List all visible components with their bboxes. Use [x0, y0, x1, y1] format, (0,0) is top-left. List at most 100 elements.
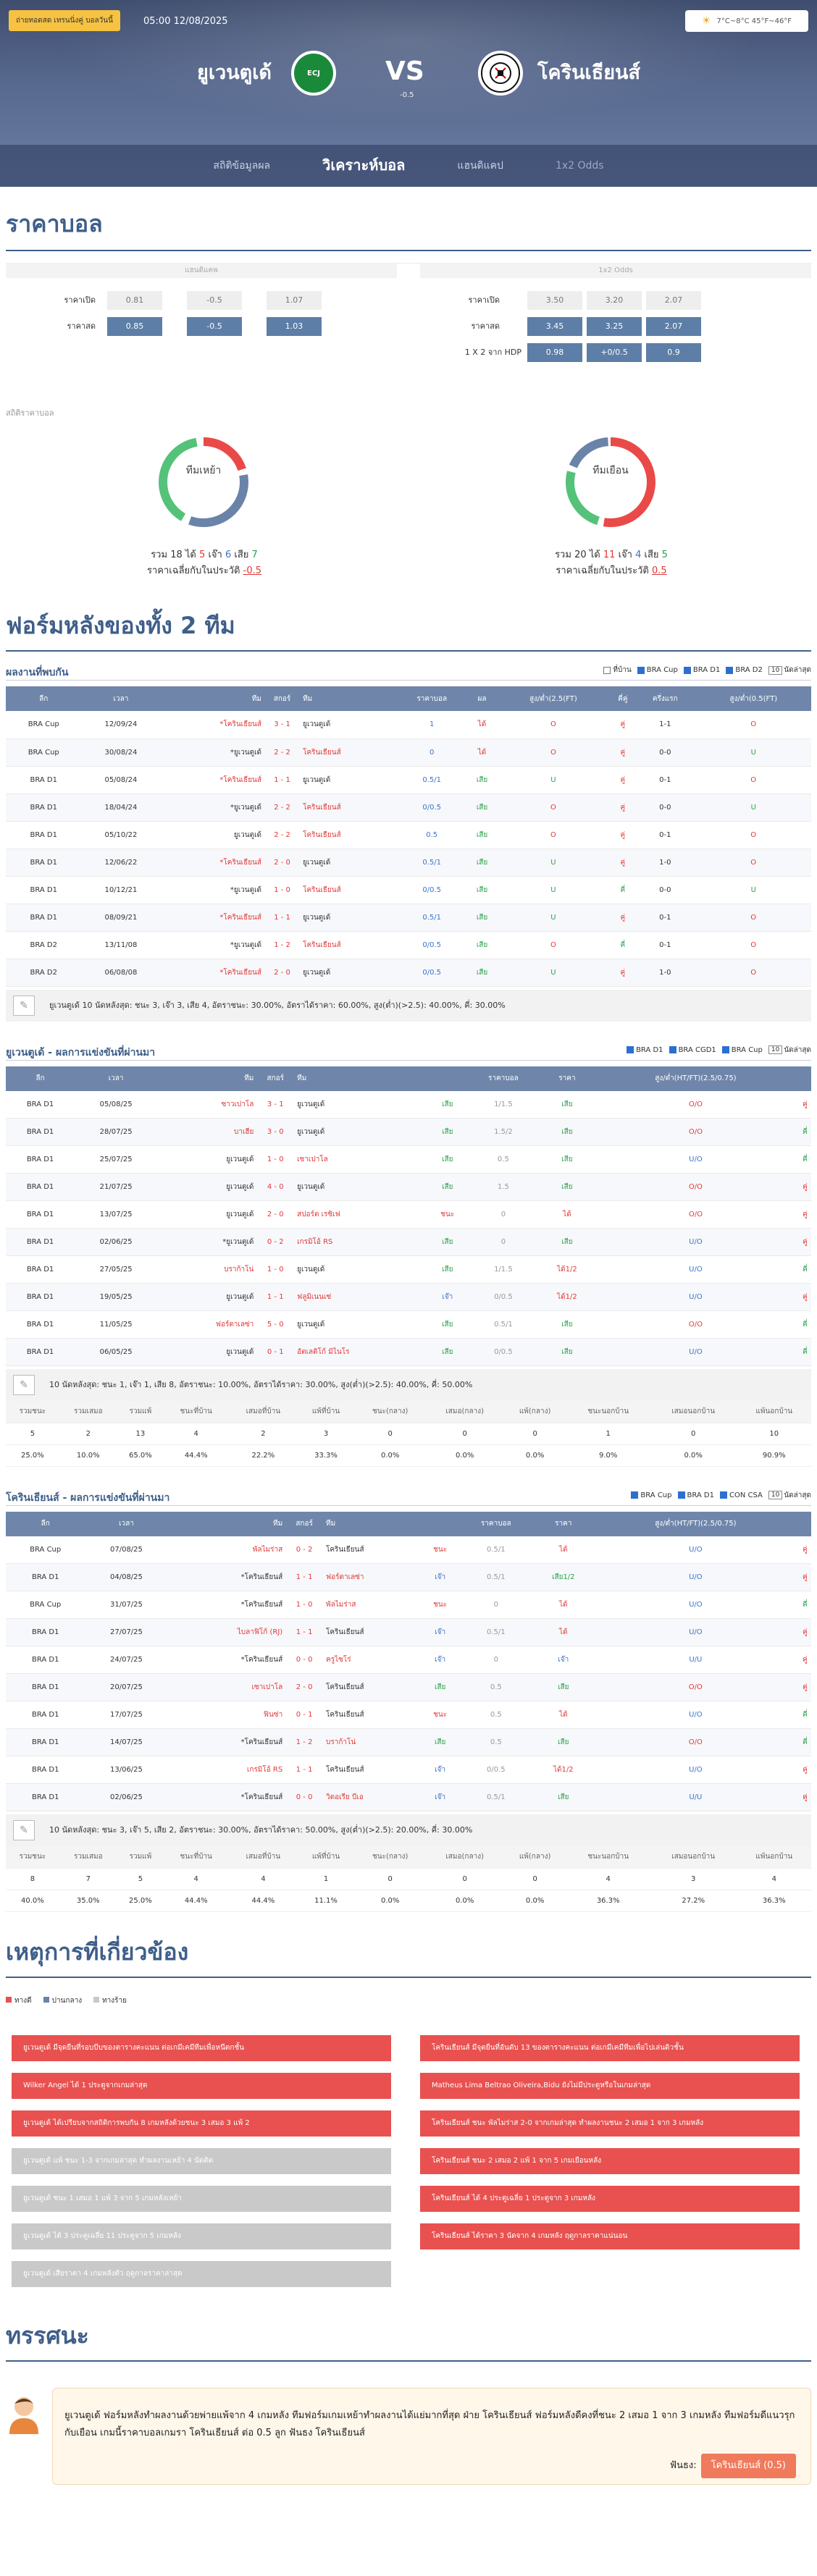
tab-1x2-odds[interactable]: 1x2 Odds [555, 160, 604, 172]
filter-checkbox[interactable] [726, 666, 734, 674]
table-cell[interactable]: เกรมิโอ้ RS [297, 1228, 430, 1256]
table-cell[interactable]: ฟอร์ตาเลซ่า [157, 1310, 254, 1339]
table-cell[interactable]: *โครินเธียนส์ [160, 849, 261, 877]
event-item[interactable]: ยูเวนตูเด้ เสียราคา 4 เกมหลังตัว ฤดูกาลร… [12, 2260, 391, 2287]
filter-checkbox[interactable] [721, 1046, 729, 1053]
odds-cell[interactable]: +0/0.5 [587, 343, 642, 362]
event-item[interactable]: ยูเวนตูเด้ แพ้ ชนะ 1-3 จากเกมล่าสุด ทำผล… [12, 2147, 391, 2174]
filter-checkbox[interactable] [603, 666, 611, 674]
table-cell[interactable]: *โครินเธียนส์ [167, 1591, 283, 1619]
count-select[interactable]: 10 [768, 1491, 783, 1499]
table-cell[interactable]: ซาวเปาโล [157, 1090, 254, 1119]
table-cell[interactable]: ยูเวนตูเด้ [303, 766, 395, 794]
odds-cell[interactable]: 2.07 [646, 291, 701, 310]
event-item[interactable]: โครินเธียนส์ ได้ราคา 3 นัดจาก 4 เกมหลัง … [420, 2223, 800, 2249]
filter-checkbox[interactable] [637, 666, 645, 674]
tab-analysis[interactable]: วิเคราะห์บอล [322, 143, 406, 189]
table-cell[interactable]: โครินเธียนส์ [326, 1536, 423, 1564]
odds-cell[interactable]: 1.07 [267, 291, 322, 310]
odds-cell[interactable]: 0.9 [646, 343, 701, 362]
table-cell[interactable]: ยูเวนตูเด้ [160, 821, 261, 849]
table-cell[interactable]: โครินเธียนส์ [303, 931, 395, 959]
table-cell[interactable]: ยูเวนตูเด้ [157, 1173, 254, 1201]
pick-button[interactable]: โครินเธียนส์ (0.5) [700, 2453, 796, 2478]
away-team-crest[interactable] [478, 51, 523, 96]
filter-checkbox[interactable] [631, 1491, 639, 1499]
filter-checkbox[interactable] [669, 1046, 676, 1053]
table-cell[interactable]: โครินเธียนส์ [326, 1618, 423, 1646]
table-cell[interactable]: ไบลาฟิโก้ (RJ) [167, 1618, 283, 1646]
odds-cell[interactable]: 0.81 [107, 291, 162, 310]
odds-cell[interactable]: 0.98 [527, 343, 582, 362]
count-select[interactable]: 10 [768, 1045, 783, 1054]
table-cell[interactable]: ยูเวนตูเด้ [303, 959, 395, 987]
table-cell[interactable]: ฟินซ่า [167, 1701, 283, 1729]
event-item[interactable]: Matheus Lima Beltrao Oliveira,Bidu ยังไม… [420, 2072, 800, 2099]
tab-stats[interactable]: สถิติข้อมูลผล [213, 160, 271, 172]
table-cell[interactable]: โครินเธียนส์ [326, 1701, 423, 1729]
table-cell[interactable]: ยูเวนตูเด้ [303, 711, 395, 739]
table-cell[interactable]: โครินเธียนส์ [303, 876, 395, 904]
filter-checkbox[interactable] [677, 1491, 685, 1499]
table-cell[interactable]: ยูเวนตูเด้ [157, 1338, 254, 1366]
table-cell[interactable]: *โครินเธียนส์ [167, 1563, 283, 1591]
table-cell[interactable]: อัตเลติโก้ มิไนโร [297, 1338, 430, 1366]
table-cell[interactable]: โครินเธียนส์ [326, 1756, 423, 1784]
table-cell[interactable]: เซาเปาโล [167, 1673, 283, 1701]
table-cell[interactable]: ยูเวนตูเด้ [297, 1255, 430, 1284]
table-cell[interactable]: *ยูเวนตูเด้ [160, 794, 261, 822]
table-cell[interactable]: ยูเวนตูเด้ [157, 1200, 254, 1229]
table-cell[interactable]: บาเฮีย [157, 1118, 254, 1146]
table-cell[interactable]: *โครินเธียนส์ [160, 711, 261, 739]
table-cell[interactable]: ยูเวนตูเด้ [297, 1090, 430, 1119]
live-badge-button[interactable]: ถ่ายทอดสด เทรนนิ่งคู่ บอลวันนี้ [9, 10, 120, 31]
table-cell[interactable]: สปอร์ต เรซิเฟ [297, 1200, 430, 1229]
table-cell[interactable]: *ยูเวนตูเด้ [157, 1228, 254, 1256]
away-team-name[interactable]: โครินเธียนส์ [537, 62, 640, 84]
event-item[interactable]: โครินเธียนส์ ชนะ พัลไมร่าส 2-0 จากเกมล่า… [420, 2110, 800, 2137]
odds-cell[interactable]: 3.25 [587, 317, 642, 336]
odds-cell[interactable]: 3.50 [527, 291, 582, 310]
event-item[interactable]: ยูเวนตูเด้ ได้ 3 ประตูเฉลี่ย 11 ประตูจาก… [12, 2223, 391, 2249]
event-item[interactable]: ยูเวนตูเด้ ได้เปรียบจากสถิติการพบกัน 8 เ… [12, 2110, 391, 2137]
home-team-name[interactable]: ยูเวนตูเด้ [197, 62, 272, 84]
table-cell[interactable]: เซาเปาโล [297, 1145, 430, 1174]
odds-cell[interactable]: 3.20 [587, 291, 642, 310]
table-cell[interactable]: โครินเธียนส์ [303, 794, 395, 822]
odds-cell[interactable]: -0.5 [187, 317, 242, 336]
event-item[interactable]: โครินเธียนส์ ได้ 4 ประตูเฉลี่ย 1 ประตูจา… [420, 2185, 800, 2212]
event-item[interactable]: โครินเธียนส์ ชนะ 2 เสมอ 2 แพ้ 1 จาก 5 เก… [420, 2147, 800, 2174]
event-item[interactable]: Wilker Angel ได้ 1 ประตูจากเกมล่าสุด [12, 2072, 391, 2099]
table-cell[interactable]: ฟลูมิเนนเซ่ [297, 1283, 430, 1311]
table-cell[interactable]: *โครินเธียนส์ [167, 1783, 283, 1811]
odds-cell[interactable]: 2.07 [646, 317, 701, 336]
table-cell[interactable]: *โครินเธียนส์ [167, 1646, 283, 1674]
table-cell[interactable]: ยูเวนตูเด้ [297, 1173, 430, 1201]
table-cell[interactable]: ยูเวนตูเด้ [157, 1145, 254, 1174]
table-cell[interactable]: *โครินเธียนส์ [167, 1728, 283, 1756]
table-cell[interactable]: ยูเวนตูเด้ [297, 1310, 430, 1339]
filter-checkbox[interactable] [720, 1491, 727, 1499]
table-cell[interactable]: *ยูเวนตูเด้ [160, 738, 261, 767]
table-cell[interactable]: *ยูเวนตูเด้ [160, 931, 261, 959]
table-cell[interactable]: *โครินเธียนส์ [160, 959, 261, 987]
filter-checkbox[interactable] [683, 666, 691, 674]
event-item[interactable]: โครินเธียนส์ มีจุดยืนที่อันดับ 13 ของตาร… [420, 2034, 800, 2061]
table-cell[interactable]: โครินเธียนส์ [326, 1673, 423, 1701]
odds-cell[interactable]: 0.85 [107, 317, 162, 336]
event-item[interactable]: ยูเวนตูเด้ มีจุดยืนที่รอบบีบของตารางคะแน… [12, 2034, 391, 2061]
table-cell[interactable]: ยูเวนตูเด้ [303, 849, 395, 877]
table-cell[interactable]: พัลไมร่าส [326, 1591, 423, 1619]
count-select[interactable]: 10 [768, 665, 783, 675]
event-item[interactable]: ยูเวนตูเด้ ชนะ 1 เสมอ 1 แพ้ 3 จาก 5 เกมห… [12, 2185, 391, 2212]
table-cell[interactable]: เกรมิโอ้ RS [167, 1756, 283, 1784]
filter-checkbox[interactable] [627, 1046, 634, 1053]
table-cell[interactable]: *ยูเวนตูเด้ [160, 876, 261, 904]
table-cell[interactable]: บราก้าโน่ [326, 1728, 423, 1756]
table-cell[interactable]: โครินเธียนส์ [303, 738, 395, 767]
table-cell[interactable]: พัลไมร่าส [167, 1536, 283, 1564]
table-cell[interactable]: ยูเวนตูเด้ [157, 1283, 254, 1311]
table-cell[interactable]: *โครินเธียนส์ [160, 904, 261, 932]
table-cell[interactable]: ครูไซโร่ [326, 1646, 423, 1674]
table-cell[interactable]: ยูเวนตูเด้ [297, 1118, 430, 1146]
